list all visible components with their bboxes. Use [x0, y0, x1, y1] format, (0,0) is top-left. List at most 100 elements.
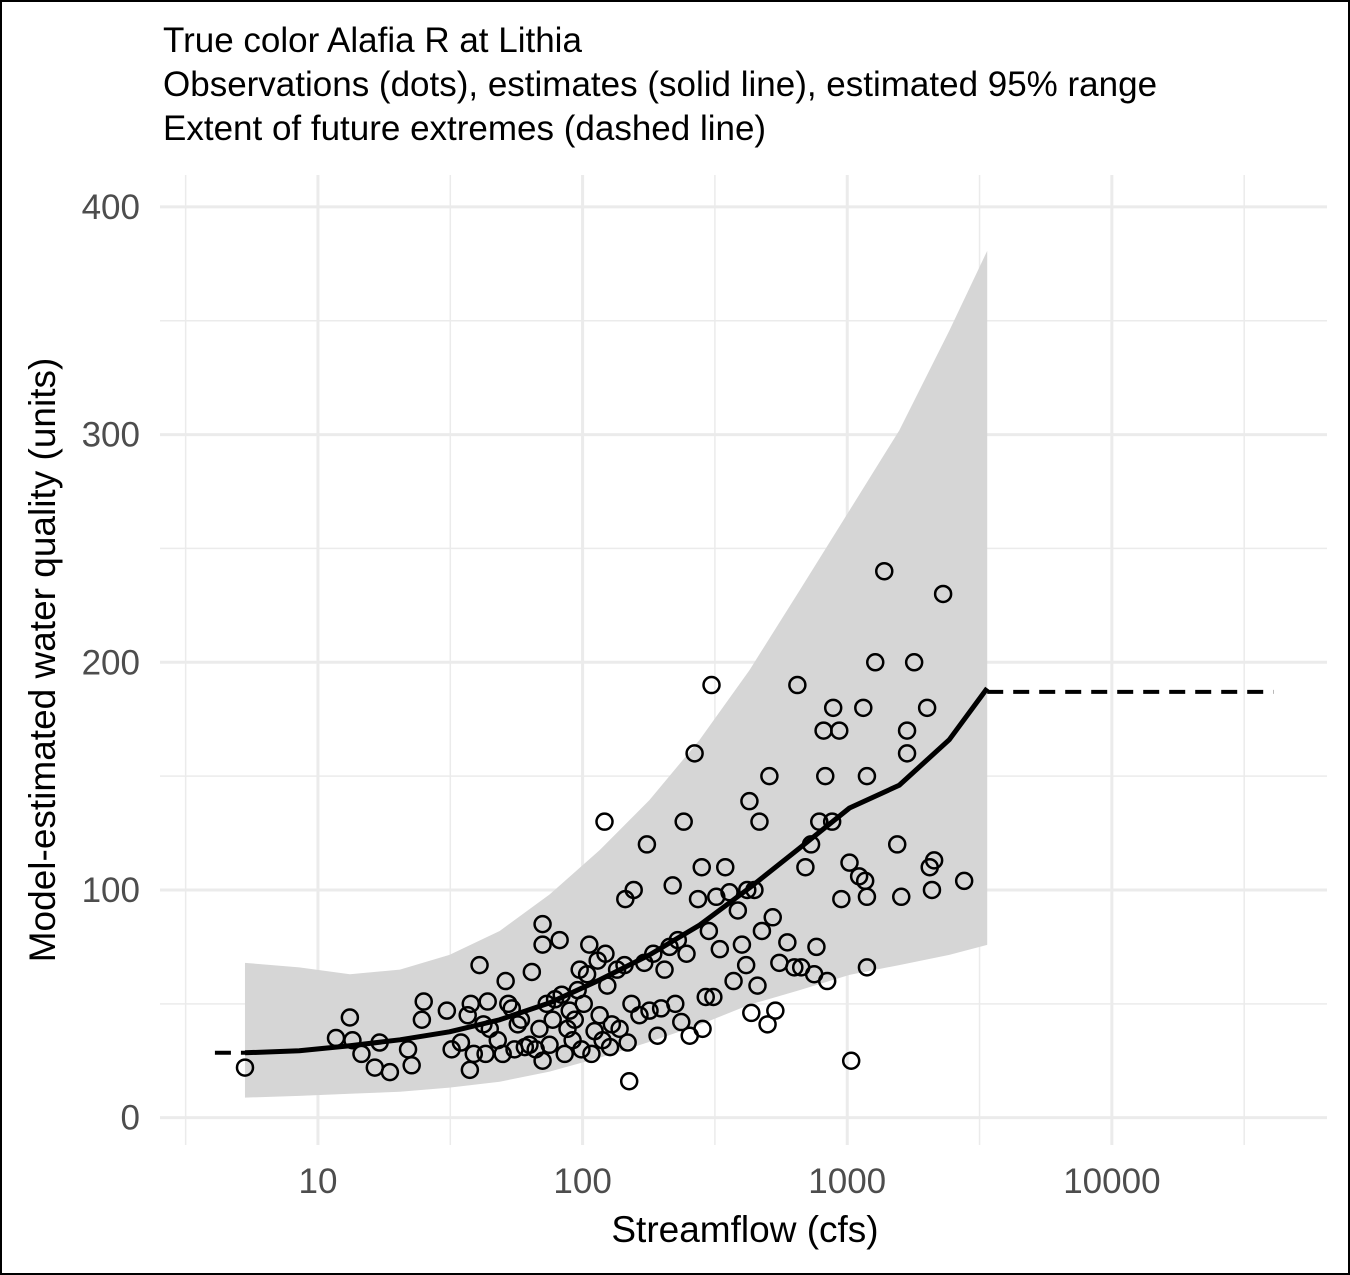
observation-point: [478, 992, 497, 1011]
observation-point: [618, 1033, 637, 1052]
observation-point: [854, 698, 873, 718]
observation-point: [728, 901, 748, 920]
observation-point: [590, 1005, 609, 1025]
y-axis-label: Model-estimated water quality (units): [22, 358, 63, 963]
observation-point: [343, 1031, 362, 1050]
observation-point: [736, 955, 756, 975]
observation-point: [710, 939, 730, 959]
observation-point: [865, 653, 885, 672]
observation-point: [887, 835, 907, 854]
observation-point: [577, 964, 597, 984]
observation-point: [857, 958, 877, 977]
observation-point: [702, 675, 721, 695]
observation-point: [533, 1051, 552, 1071]
observation-point: [817, 971, 837, 991]
chart-title: True color Alafia R at Lithia: [163, 21, 582, 60]
observation-point: [897, 721, 917, 740]
observation-point: [810, 812, 829, 831]
y-tick-label: 400: [82, 188, 140, 227]
x-tick-label: 1000: [808, 1162, 886, 1201]
observation-point: [666, 994, 685, 1014]
observation-point: [640, 1001, 659, 1020]
observation-point: [688, 889, 708, 909]
observation-point: [522, 962, 542, 982]
x-tick-label: 10: [298, 1162, 337, 1201]
observation-point: [696, 987, 716, 1007]
observation-point: [758, 1015, 777, 1034]
observation-point: [752, 921, 772, 941]
observation-point: [619, 1071, 639, 1091]
observation-point: [933, 584, 953, 604]
observation-point: [352, 1044, 371, 1064]
observation-point: [511, 1010, 531, 1030]
observation-point: [788, 675, 807, 695]
observation-point: [823, 698, 843, 718]
observation-point: [674, 812, 693, 831]
observation-point: [742, 1003, 761, 1023]
observation-point: [565, 1010, 584, 1030]
observation-point: [540, 1035, 559, 1055]
confidence-band: [244, 250, 988, 1098]
observation-point: [370, 1033, 389, 1052]
observation-point: [595, 812, 614, 831]
observation-point: [644, 944, 663, 963]
observation-point: [740, 791, 759, 811]
observation-point: [596, 944, 615, 963]
observation-point: [685, 744, 704, 763]
observation-point: [832, 889, 851, 909]
observation-point: [778, 933, 797, 952]
observation-point: [451, 1033, 471, 1052]
chart-subtitle: Observations (dots), estimates (solid li…: [163, 65, 1157, 104]
observation-point: [630, 1005, 649, 1025]
observation-point: [610, 1019, 629, 1039]
observation-point: [655, 960, 674, 979]
observation-point: [493, 1044, 512, 1064]
observation-point: [841, 1051, 861, 1071]
observation-point: [692, 857, 711, 877]
observation-point: [917, 698, 937, 718]
observation-point: [748, 976, 767, 995]
observation-point: [412, 1010, 432, 1030]
observation-point: [724, 971, 743, 991]
observation-point: [738, 880, 757, 900]
observation-point: [766, 1001, 785, 1020]
observation-point: [637, 835, 657, 854]
observation-point: [750, 812, 769, 831]
observation-point: [875, 561, 894, 581]
observation-point: [533, 914, 552, 934]
observation-point: [508, 1015, 528, 1034]
observation-point: [458, 1005, 477, 1025]
observation-point: [582, 1044, 601, 1064]
observation-point: [470, 955, 489, 975]
observation-point: [555, 1044, 574, 1064]
x-axis-label: Streamflow (cfs): [611, 1209, 878, 1250]
observation-point: [924, 851, 944, 870]
observation-point: [897, 744, 917, 763]
x-tick-label: 10000: [1063, 1162, 1160, 1201]
observation-point: [904, 653, 924, 672]
observation-point: [745, 880, 764, 900]
observation-point: [530, 1019, 549, 1039]
observation-point: [830, 721, 849, 740]
observation-point: [340, 1008, 360, 1027]
observation-point: [720, 883, 739, 902]
chart-subtitle: Extent of future extremes (dashed line): [163, 109, 766, 148]
y-tick-label: 200: [82, 643, 140, 682]
observation-point: [699, 921, 719, 941]
observation-point: [760, 766, 779, 786]
observation-point: [464, 1044, 484, 1064]
observation-point: [668, 930, 688, 950]
x-tick-label: 100: [553, 1162, 611, 1201]
observation-point: [822, 812, 842, 831]
observation-point: [600, 1037, 620, 1057]
observation-point: [499, 994, 518, 1014]
observation-point: [580, 935, 599, 954]
observation-point: [543, 1010, 562, 1030]
observation-point: [732, 935, 752, 954]
observation-point: [816, 766, 835, 786]
observation-point: [801, 835, 821, 854]
observation-point: [922, 880, 942, 900]
observation-point: [677, 944, 696, 963]
observation-point: [574, 994, 593, 1014]
